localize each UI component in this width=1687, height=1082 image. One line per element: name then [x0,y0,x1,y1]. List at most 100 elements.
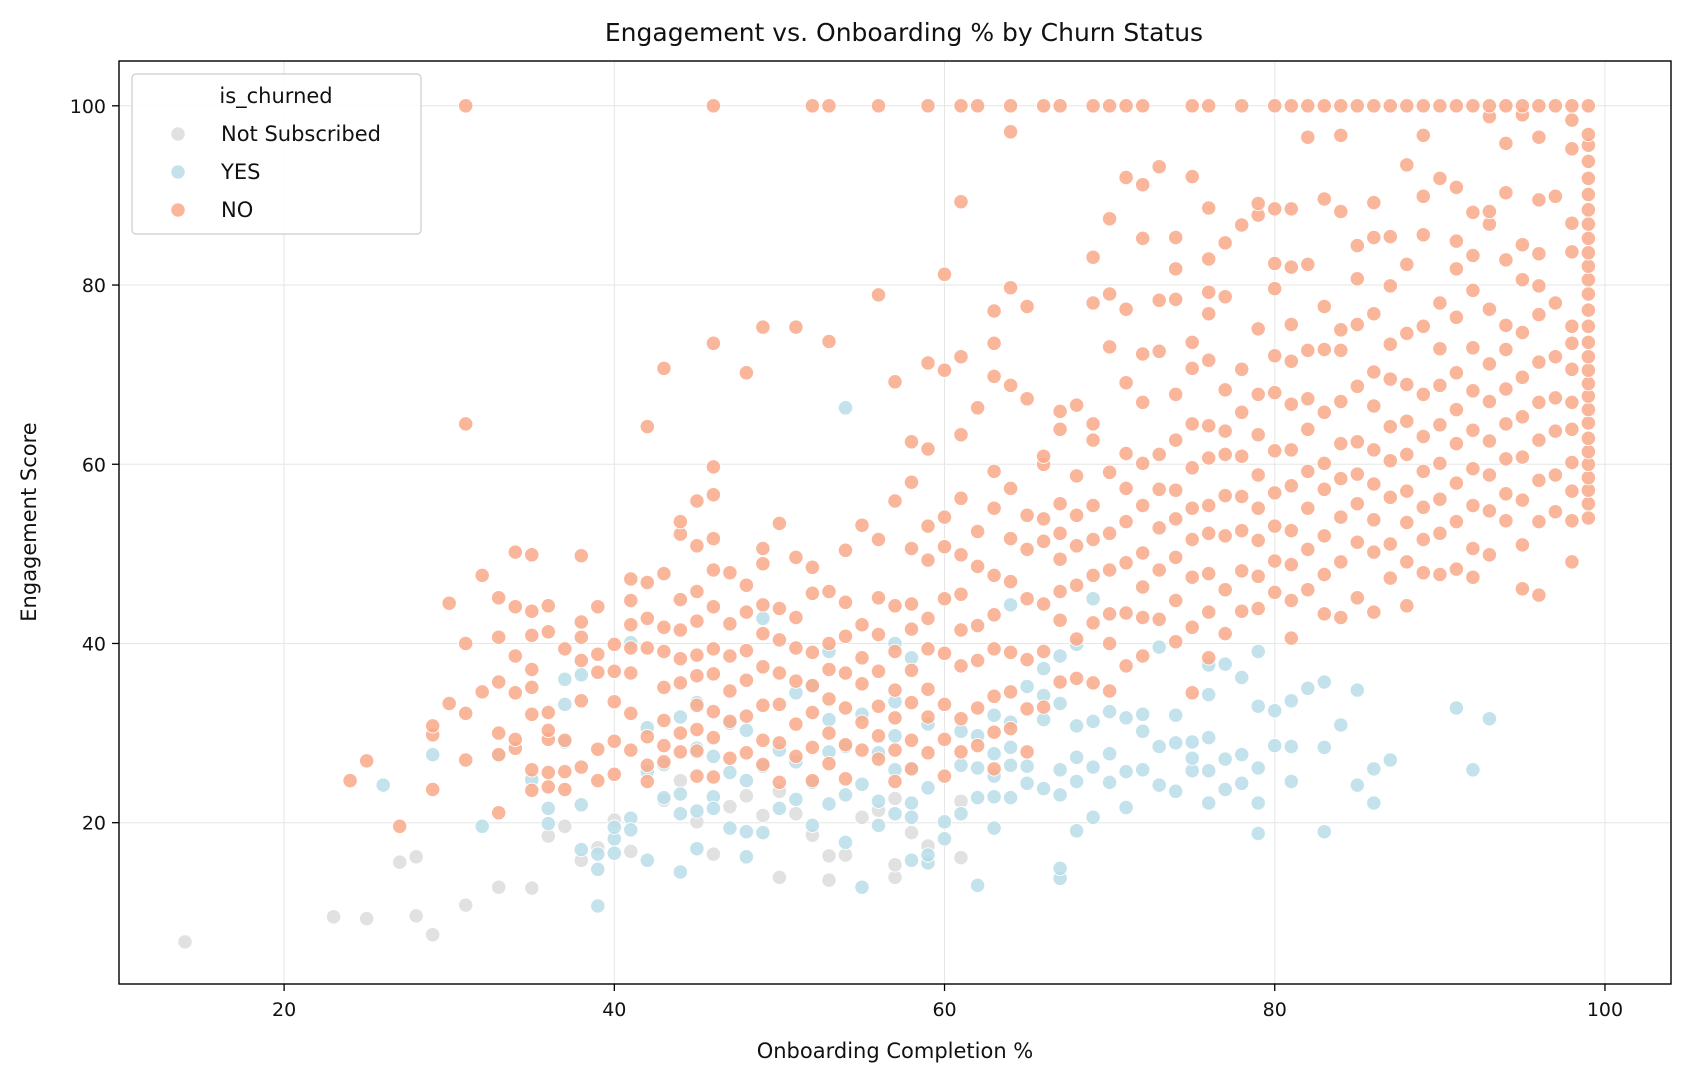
data-point [1432,377,1448,394]
data-point [1514,369,1531,385]
data-point [1564,394,1580,411]
series-no [342,98,1597,834]
data-point [1201,284,1217,300]
data-point [1101,286,1118,302]
data-point [1580,318,1597,334]
data-point [870,751,887,767]
data-point [705,846,722,862]
data-point [1580,362,1597,378]
data-point [1580,375,1597,392]
data-point [1415,386,1431,403]
data-point [969,789,986,806]
data-point [1300,582,1316,598]
data-point [1283,773,1299,790]
data-point [1101,464,1118,480]
data-point [540,779,556,795]
data-point [1101,339,1118,355]
data-point [1250,643,1266,660]
data-point [1333,609,1349,626]
data-point [1101,774,1118,791]
data-point [771,800,788,817]
data-point [1465,383,1481,399]
data-point [1547,390,1564,406]
data-point [524,706,540,722]
data-point [1399,514,1415,531]
data-point [1250,532,1266,549]
data-point [1267,201,1283,217]
data-point [689,647,705,663]
data-point [1531,472,1547,489]
data-point [1085,295,1101,311]
data-point [1300,256,1316,273]
data-point [1514,492,1531,508]
data-point [936,509,953,525]
series-yes [375,400,1498,914]
data-point [953,547,969,563]
data-point [1118,555,1134,571]
data-point [804,644,821,661]
data-point [1531,192,1547,208]
data-point [474,818,490,834]
data-point [1201,525,1217,541]
data-point [1564,421,1580,437]
data-point [1101,606,1118,622]
data-point [1580,272,1597,288]
data-point [986,724,1002,740]
data-point [738,824,755,840]
data-point [986,761,1002,777]
data-point [1448,561,1465,577]
data-point [1382,536,1398,552]
data-point [1019,541,1035,558]
data-point [1481,356,1498,372]
data-point [1547,295,1564,311]
data-point [1234,217,1250,233]
data-point [1366,512,1382,528]
data-point [722,616,738,632]
data-point [491,629,507,645]
data-point [1366,229,1382,246]
data-point [1498,252,1514,268]
data-point [656,737,672,754]
data-point [821,661,837,678]
data-point [903,662,920,679]
data-point [986,820,1002,836]
data-point [903,732,920,748]
data-point [1201,98,1217,114]
data-point [507,648,523,664]
data-point [903,694,920,711]
data-point [1019,591,1035,607]
data-point [1399,325,1415,342]
data-point [656,619,672,635]
data-point [441,695,457,712]
data-point [953,744,969,760]
data-point [1052,612,1068,628]
data-point [1151,446,1167,463]
data-point [1267,584,1283,601]
data-point [755,540,771,557]
data-point [1333,393,1349,410]
data-point [1002,644,1019,661]
data-point [986,303,1002,319]
data-point [1547,349,1564,365]
data-point [1002,480,1019,497]
data-point [1019,775,1035,791]
data-point [1399,413,1415,429]
data-point [689,613,705,629]
data-point [656,360,672,377]
data-point [1234,669,1250,686]
data-point [1135,497,1151,514]
data-point [1465,247,1481,264]
data-point [573,614,589,630]
data-point [920,441,936,457]
data-point [1135,579,1151,595]
data-point [738,788,755,804]
data-point [1135,706,1151,722]
data-point [1234,603,1250,619]
data-point [672,622,689,638]
data-point [1580,230,1597,247]
data-point [1514,98,1531,114]
legend-box [131,73,422,235]
data-point [1085,567,1101,584]
data-point [573,629,589,645]
data-point [1564,112,1580,128]
